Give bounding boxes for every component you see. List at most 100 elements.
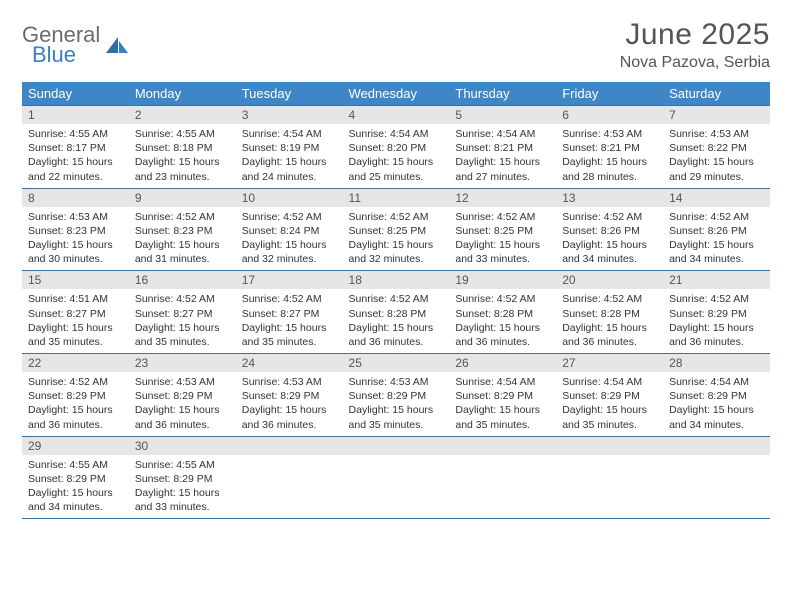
day-number	[663, 437, 770, 455]
daylight-line: Daylight: 15 hours and 28 minutes.	[562, 155, 657, 183]
calendar-day-cell: 8Sunrise: 4:53 AMSunset: 8:23 PMDaylight…	[22, 188, 129, 271]
calendar-day-cell: 18Sunrise: 4:52 AMSunset: 8:28 PMDayligh…	[343, 271, 450, 354]
daylight-line: Daylight: 15 hours and 35 minutes.	[455, 403, 550, 431]
daylight-line: Daylight: 15 hours and 33 minutes.	[135, 486, 230, 514]
sunset-line: Sunset: 8:25 PM	[455, 224, 550, 238]
daylight-line: Daylight: 15 hours and 30 minutes.	[28, 238, 123, 266]
calendar-day-cell: 22Sunrise: 4:52 AMSunset: 8:29 PMDayligh…	[22, 354, 129, 437]
calendar-day-cell: 17Sunrise: 4:52 AMSunset: 8:27 PMDayligh…	[236, 271, 343, 354]
daylight-line: Daylight: 15 hours and 32 minutes.	[242, 238, 337, 266]
day-number: 7	[663, 106, 770, 124]
day-number: 29	[22, 437, 129, 455]
daylight-line: Daylight: 15 hours and 23 minutes.	[135, 155, 230, 183]
daylight-line: Daylight: 15 hours and 36 minutes.	[562, 321, 657, 349]
calendar-day-cell: 11Sunrise: 4:52 AMSunset: 8:25 PMDayligh…	[343, 188, 450, 271]
day-details: Sunrise: 4:52 AMSunset: 8:27 PMDaylight:…	[129, 289, 236, 353]
sunrise-line: Sunrise: 4:53 AM	[135, 375, 230, 389]
day-number: 12	[449, 189, 556, 207]
calendar-day-cell: 5Sunrise: 4:54 AMSunset: 8:21 PMDaylight…	[449, 106, 556, 189]
dow-wednesday: Wednesday	[343, 82, 450, 106]
sunset-line: Sunset: 8:28 PM	[349, 307, 444, 321]
sunrise-line: Sunrise: 4:52 AM	[455, 292, 550, 306]
day-number: 18	[343, 271, 450, 289]
day-details: Sunrise: 4:52 AMSunset: 8:28 PMDaylight:…	[449, 289, 556, 353]
day-number: 6	[556, 106, 663, 124]
sunset-line: Sunset: 8:29 PM	[28, 389, 123, 403]
calendar-body: 1Sunrise: 4:55 AMSunset: 8:17 PMDaylight…	[22, 106, 770, 519]
day-details: Sunrise: 4:53 AMSunset: 8:29 PMDaylight:…	[343, 372, 450, 436]
calendar-day-cell: 20Sunrise: 4:52 AMSunset: 8:28 PMDayligh…	[556, 271, 663, 354]
day-number: 13	[556, 189, 663, 207]
sunrise-line: Sunrise: 4:52 AM	[349, 292, 444, 306]
calendar-day-cell: 12Sunrise: 4:52 AMSunset: 8:25 PMDayligh…	[449, 188, 556, 271]
dow-saturday: Saturday	[663, 82, 770, 106]
day-number: 30	[129, 437, 236, 455]
day-details: Sunrise: 4:52 AMSunset: 8:26 PMDaylight:…	[663, 207, 770, 271]
day-details: Sunrise: 4:52 AMSunset: 8:25 PMDaylight:…	[343, 207, 450, 271]
day-details: Sunrise: 4:52 AMSunset: 8:29 PMDaylight:…	[663, 289, 770, 353]
sunset-line: Sunset: 8:26 PM	[669, 224, 764, 238]
sunset-line: Sunset: 8:29 PM	[669, 307, 764, 321]
sunset-line: Sunset: 8:29 PM	[669, 389, 764, 403]
sunset-line: Sunset: 8:23 PM	[135, 224, 230, 238]
daylight-line: Daylight: 15 hours and 35 minutes.	[135, 321, 230, 349]
sunrise-line: Sunrise: 4:54 AM	[455, 127, 550, 141]
calendar-day-cell: 26Sunrise: 4:54 AMSunset: 8:29 PMDayligh…	[449, 354, 556, 437]
sunset-line: Sunset: 8:29 PM	[28, 472, 123, 486]
sunrise-line: Sunrise: 4:53 AM	[669, 127, 764, 141]
daylight-line: Daylight: 15 hours and 34 minutes.	[669, 403, 764, 431]
sunrise-line: Sunrise: 4:52 AM	[669, 292, 764, 306]
calendar-day-cell: 24Sunrise: 4:53 AMSunset: 8:29 PMDayligh…	[236, 354, 343, 437]
sunset-line: Sunset: 8:27 PM	[28, 307, 123, 321]
calendar-day-cell: 1Sunrise: 4:55 AMSunset: 8:17 PMDaylight…	[22, 106, 129, 189]
sunset-line: Sunset: 8:18 PM	[135, 141, 230, 155]
day-details: Sunrise: 4:52 AMSunset: 8:28 PMDaylight:…	[556, 289, 663, 353]
calendar-week-row: 15Sunrise: 4:51 AMSunset: 8:27 PMDayligh…	[22, 271, 770, 354]
day-details: Sunrise: 4:53 AMSunset: 8:23 PMDaylight:…	[22, 207, 129, 271]
sunrise-line: Sunrise: 4:52 AM	[135, 210, 230, 224]
sunset-line: Sunset: 8:17 PM	[28, 141, 123, 155]
daylight-line: Daylight: 15 hours and 34 minutes.	[562, 238, 657, 266]
calendar-empty-cell	[236, 436, 343, 519]
day-number: 15	[22, 271, 129, 289]
day-details: Sunrise: 4:52 AMSunset: 8:25 PMDaylight:…	[449, 207, 556, 271]
day-number: 1	[22, 106, 129, 124]
day-details: Sunrise: 4:53 AMSunset: 8:21 PMDaylight:…	[556, 124, 663, 188]
sunrise-line: Sunrise: 4:54 AM	[455, 375, 550, 389]
calendar-day-cell: 2Sunrise: 4:55 AMSunset: 8:18 PMDaylight…	[129, 106, 236, 189]
sunrise-line: Sunrise: 4:52 AM	[669, 210, 764, 224]
daylight-line: Daylight: 15 hours and 36 minutes.	[135, 403, 230, 431]
location-label: Nova Pazova, Serbia	[620, 54, 770, 72]
calendar-day-cell: 30Sunrise: 4:55 AMSunset: 8:29 PMDayligh…	[129, 436, 236, 519]
calendar-empty-cell	[663, 436, 770, 519]
daylight-line: Daylight: 15 hours and 27 minutes.	[455, 155, 550, 183]
day-number: 16	[129, 271, 236, 289]
daylight-line: Daylight: 15 hours and 31 minutes.	[135, 238, 230, 266]
calendar-day-cell: 21Sunrise: 4:52 AMSunset: 8:29 PMDayligh…	[663, 271, 770, 354]
day-details: Sunrise: 4:52 AMSunset: 8:27 PMDaylight:…	[236, 289, 343, 353]
daylight-line: Daylight: 15 hours and 35 minutes.	[28, 321, 123, 349]
title-block: June 2025 Nova Pazova, Serbia	[620, 18, 770, 72]
sunset-line: Sunset: 8:29 PM	[135, 472, 230, 486]
calendar-empty-cell	[449, 436, 556, 519]
calendar-empty-cell	[343, 436, 450, 519]
sunrise-line: Sunrise: 4:52 AM	[135, 292, 230, 306]
day-details	[556, 455, 663, 513]
brand-logo: General Blue	[22, 24, 130, 66]
sunrise-line: Sunrise: 4:52 AM	[28, 375, 123, 389]
sunrise-line: Sunrise: 4:53 AM	[28, 210, 123, 224]
dow-sunday: Sunday	[22, 82, 129, 106]
day-details	[236, 455, 343, 513]
calendar-day-cell: 13Sunrise: 4:52 AMSunset: 8:26 PMDayligh…	[556, 188, 663, 271]
sunrise-line: Sunrise: 4:52 AM	[242, 292, 337, 306]
day-number: 2	[129, 106, 236, 124]
sunrise-line: Sunrise: 4:53 AM	[562, 127, 657, 141]
sunset-line: Sunset: 8:29 PM	[242, 389, 337, 403]
daylight-line: Daylight: 15 hours and 35 minutes.	[242, 321, 337, 349]
day-number: 5	[449, 106, 556, 124]
sunrise-line: Sunrise: 4:54 AM	[562, 375, 657, 389]
day-details: Sunrise: 4:54 AMSunset: 8:20 PMDaylight:…	[343, 124, 450, 188]
day-details: Sunrise: 4:55 AMSunset: 8:18 PMDaylight:…	[129, 124, 236, 188]
daylight-line: Daylight: 15 hours and 36 minutes.	[455, 321, 550, 349]
daylight-line: Daylight: 15 hours and 22 minutes.	[28, 155, 123, 183]
